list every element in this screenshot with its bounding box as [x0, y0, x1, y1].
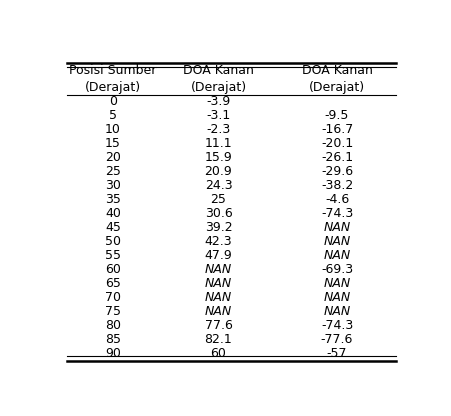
- Text: 40: 40: [105, 207, 121, 220]
- Text: -3.1: -3.1: [206, 109, 230, 122]
- Text: 47.9: 47.9: [204, 249, 232, 262]
- Text: -9.5: -9.5: [324, 109, 349, 122]
- Text: -20.1: -20.1: [320, 137, 352, 150]
- Text: 42.3: 42.3: [204, 235, 232, 248]
- Text: NAN: NAN: [322, 277, 350, 290]
- Text: 20.9: 20.9: [204, 165, 232, 178]
- Text: 0: 0: [109, 95, 117, 109]
- Text: -77.6: -77.6: [320, 333, 352, 346]
- Text: 80: 80: [105, 319, 121, 332]
- Text: -26.1: -26.1: [320, 151, 352, 164]
- Text: 77.6: 77.6: [204, 319, 232, 332]
- Text: NAN: NAN: [204, 305, 232, 318]
- Text: 50: 50: [105, 235, 121, 248]
- Text: 85: 85: [105, 333, 121, 346]
- Text: NAN: NAN: [322, 305, 350, 318]
- Text: -2.3: -2.3: [206, 124, 230, 136]
- Text: 24.3: 24.3: [204, 179, 232, 192]
- Text: 60: 60: [105, 263, 121, 276]
- Text: 35: 35: [105, 193, 121, 206]
- Text: NAN: NAN: [322, 235, 350, 248]
- Text: -4.6: -4.6: [324, 193, 348, 206]
- Text: 65: 65: [105, 277, 121, 290]
- Text: 25: 25: [210, 193, 226, 206]
- Text: 11.1: 11.1: [204, 137, 232, 150]
- Text: NAN: NAN: [322, 221, 350, 234]
- Text: 5: 5: [109, 109, 117, 122]
- Text: 60: 60: [210, 347, 226, 360]
- Text: -74.3: -74.3: [320, 319, 352, 332]
- Text: 25: 25: [105, 165, 121, 178]
- Text: 82.1: 82.1: [204, 333, 232, 346]
- Text: 30.6: 30.6: [204, 207, 232, 220]
- Text: -69.3: -69.3: [320, 263, 352, 276]
- Text: NAN: NAN: [204, 291, 232, 304]
- Text: -74.3: -74.3: [320, 207, 352, 220]
- Text: DOA Kanan
(Derajat): DOA Kanan (Derajat): [301, 64, 372, 94]
- Text: 75: 75: [105, 305, 121, 318]
- Text: 30: 30: [105, 179, 121, 192]
- Text: 45: 45: [105, 221, 121, 234]
- Text: -29.6: -29.6: [320, 165, 352, 178]
- Text: 90: 90: [105, 347, 121, 360]
- Text: 70: 70: [105, 291, 121, 304]
- Text: NAN: NAN: [322, 291, 350, 304]
- Text: DOA Kanan
(Derajat): DOA Kanan (Derajat): [183, 64, 253, 94]
- Text: 55: 55: [105, 249, 121, 262]
- Text: NAN: NAN: [204, 277, 232, 290]
- Text: 20: 20: [105, 151, 121, 164]
- Text: NAN: NAN: [204, 263, 232, 276]
- Text: Posisi Sumber
(Derajat): Posisi Sumber (Derajat): [69, 64, 156, 94]
- Text: NAN: NAN: [322, 249, 350, 262]
- Text: -38.2: -38.2: [320, 179, 352, 192]
- Text: -57: -57: [326, 347, 346, 360]
- Text: 15.9: 15.9: [204, 151, 232, 164]
- Text: -3.9: -3.9: [206, 95, 230, 109]
- Text: -16.7: -16.7: [320, 124, 352, 136]
- Text: 39.2: 39.2: [204, 221, 232, 234]
- Text: 15: 15: [105, 137, 121, 150]
- Text: 10: 10: [105, 124, 121, 136]
